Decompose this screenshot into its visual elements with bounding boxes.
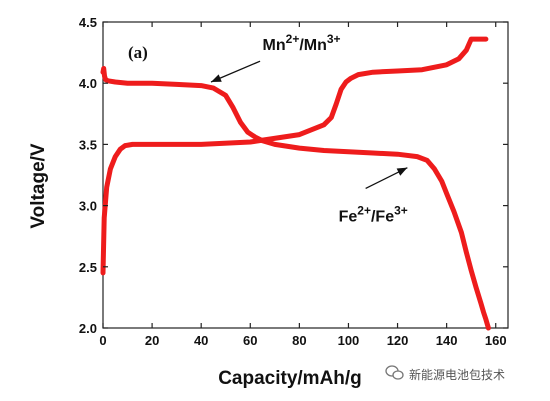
discharge-curve [100, 66, 491, 331]
plot-area [102, 21, 509, 329]
annotation-sup2: 3+ [394, 204, 408, 218]
x-axis-title: Capacity/mAh/g [218, 368, 362, 389]
annotation-sup1: 2+ [357, 204, 371, 218]
annotation-sup1: 2+ [286, 32, 300, 46]
panel-label: (a) [128, 43, 148, 62]
x-tick-label: 20 [145, 333, 159, 348]
x-tick-label: 140 [436, 333, 458, 348]
charge-curve [100, 36, 489, 276]
y-tick-label: 4.0 [79, 76, 97, 91]
watermark-text: 新能源电池包技术 [409, 367, 505, 382]
y-tick-label: 4.5 [79, 15, 97, 30]
annotation-mid: /Fe [371, 209, 394, 226]
x-tick-label: 100 [338, 333, 360, 348]
watermark: 新能源电池包技术 [385, 365, 505, 382]
annotation-sup2: 3+ [327, 32, 341, 46]
y-tick-label: 2.0 [79, 321, 97, 336]
x-tick-label: 80 [292, 333, 306, 348]
annotation-arrowhead [396, 167, 408, 176]
annotation-mid: /Mn [299, 37, 327, 54]
x-tick-label: 40 [194, 333, 208, 348]
wechat-logo-icon [385, 365, 404, 380]
y-tick-label: 3.5 [79, 137, 97, 152]
annotation-base: Fe [339, 209, 358, 226]
annotations-group: Mn2+/Mn3+Fe2+/Fe3+ [210, 32, 408, 226]
annotation-label: Mn2+/Mn3+ [263, 32, 341, 54]
annotation-label: Fe2+/Fe3+ [339, 204, 408, 226]
x-tick-label: 0 [99, 333, 106, 348]
curves-group [100, 36, 491, 331]
x-tick-label: 120 [387, 333, 409, 348]
y-tick-label: 2.5 [79, 260, 97, 275]
x-tick-label: 160 [485, 333, 507, 348]
y-tick-label: 3.0 [79, 199, 97, 214]
annotation-arrowhead [211, 74, 222, 82]
y-axis-title: Voltage/V [28, 143, 49, 228]
ticks-group: 0 20 40 60 80 100 120 140 160 2.0 2.5 3.0 3.5 4.0 4.5 [79, 15, 508, 348]
plot-border [102, 21, 509, 329]
annotation-base: Mn [263, 37, 286, 54]
x-tick-label: 60 [243, 333, 257, 348]
